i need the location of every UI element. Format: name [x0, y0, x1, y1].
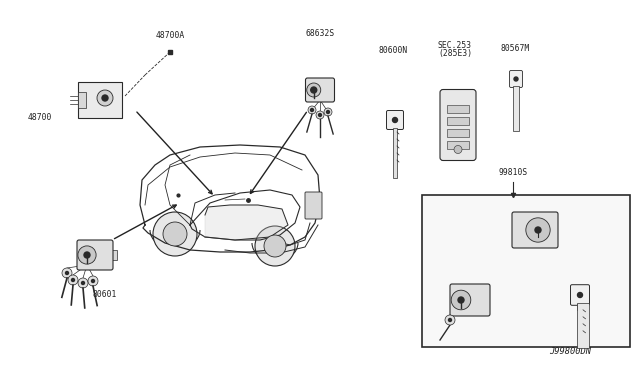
Circle shape	[78, 246, 96, 264]
Text: 99810S: 99810S	[499, 168, 527, 177]
Circle shape	[319, 113, 321, 116]
FancyBboxPatch shape	[77, 240, 113, 270]
Circle shape	[65, 272, 68, 275]
Circle shape	[255, 226, 295, 266]
Text: 48700: 48700	[28, 113, 52, 122]
Circle shape	[163, 222, 187, 246]
Circle shape	[88, 276, 98, 286]
Bar	[78, 82, 122, 118]
Circle shape	[307, 83, 321, 97]
FancyBboxPatch shape	[305, 192, 322, 219]
Circle shape	[445, 315, 455, 325]
FancyBboxPatch shape	[450, 284, 490, 316]
Circle shape	[153, 212, 197, 256]
Circle shape	[97, 90, 113, 106]
Bar	[78, 92, 86, 108]
FancyBboxPatch shape	[440, 90, 476, 160]
Text: 68632S: 68632S	[305, 29, 335, 38]
Bar	[107, 250, 117, 260]
Bar	[447, 105, 469, 112]
Text: (285E3): (285E3)	[438, 49, 472, 58]
Circle shape	[62, 268, 72, 278]
Circle shape	[92, 279, 95, 282]
Text: 48700A: 48700A	[156, 31, 184, 40]
Text: 80567M: 80567M	[500, 44, 530, 53]
Circle shape	[458, 297, 464, 303]
Circle shape	[392, 118, 397, 122]
Circle shape	[102, 95, 108, 101]
Circle shape	[72, 279, 74, 282]
Bar	[447, 141, 469, 148]
FancyBboxPatch shape	[387, 110, 403, 129]
Circle shape	[526, 218, 550, 242]
Bar	[447, 128, 469, 137]
Circle shape	[535, 227, 541, 233]
Circle shape	[326, 110, 330, 113]
Circle shape	[577, 292, 582, 298]
Bar	[577, 303, 589, 348]
Polygon shape	[205, 205, 288, 240]
Circle shape	[68, 275, 78, 285]
Circle shape	[449, 318, 451, 321]
Circle shape	[308, 106, 316, 114]
Bar	[393, 128, 397, 178]
FancyBboxPatch shape	[305, 78, 335, 102]
FancyBboxPatch shape	[570, 285, 589, 305]
FancyBboxPatch shape	[512, 212, 558, 248]
Bar	[577, 304, 583, 310]
Text: SEC.253: SEC.253	[438, 41, 472, 50]
Circle shape	[316, 111, 324, 119]
Circle shape	[310, 109, 314, 112]
Circle shape	[454, 145, 462, 154]
Circle shape	[264, 235, 286, 257]
Bar	[422, 195, 630, 347]
Circle shape	[324, 108, 332, 116]
Text: J99800DN: J99800DN	[549, 347, 591, 356]
Circle shape	[451, 290, 471, 310]
Text: 80601: 80601	[93, 290, 117, 299]
Circle shape	[311, 87, 317, 93]
Circle shape	[78, 278, 88, 288]
FancyBboxPatch shape	[509, 71, 522, 87]
Text: 80600N: 80600N	[378, 46, 408, 55]
Circle shape	[514, 77, 518, 81]
Bar	[447, 116, 469, 125]
Bar	[513, 86, 519, 131]
Circle shape	[84, 252, 90, 258]
Circle shape	[81, 282, 84, 285]
